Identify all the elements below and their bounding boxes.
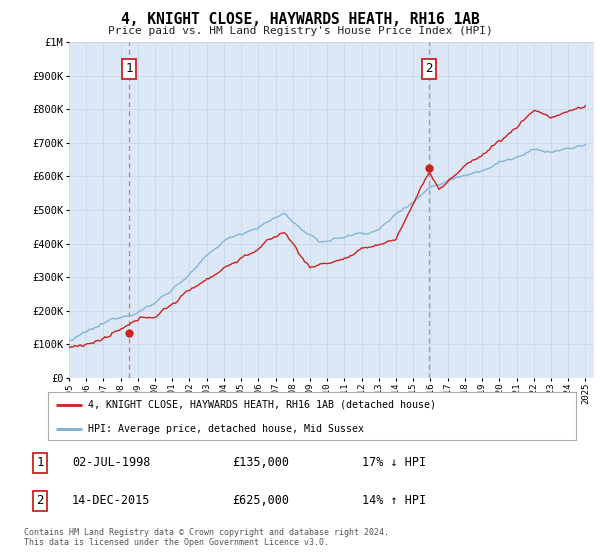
Text: £135,000: £135,000 <box>233 456 290 469</box>
Text: Contains HM Land Registry data © Crown copyright and database right 2024.
This d: Contains HM Land Registry data © Crown c… <box>24 528 389 547</box>
Text: 4, KNIGHT CLOSE, HAYWARDS HEATH, RH16 1AB (detached house): 4, KNIGHT CLOSE, HAYWARDS HEATH, RH16 1A… <box>88 400 436 410</box>
Text: 4, KNIGHT CLOSE, HAYWARDS HEATH, RH16 1AB: 4, KNIGHT CLOSE, HAYWARDS HEATH, RH16 1A… <box>121 12 479 27</box>
Text: 2: 2 <box>425 62 433 76</box>
Text: Price paid vs. HM Land Registry's House Price Index (HPI): Price paid vs. HM Land Registry's House … <box>107 26 493 36</box>
Text: £625,000: £625,000 <box>233 494 290 507</box>
Text: 2: 2 <box>36 494 44 507</box>
Text: HPI: Average price, detached house, Mid Sussex: HPI: Average price, detached house, Mid … <box>88 424 364 434</box>
Text: 17% ↓ HPI: 17% ↓ HPI <box>362 456 427 469</box>
Text: 14-DEC-2015: 14-DEC-2015 <box>72 494 151 507</box>
Text: 02-JUL-1998: 02-JUL-1998 <box>72 456 151 469</box>
Text: 1: 1 <box>36 456 44 469</box>
Text: 1: 1 <box>125 62 133 76</box>
Text: 14% ↑ HPI: 14% ↑ HPI <box>362 494 427 507</box>
